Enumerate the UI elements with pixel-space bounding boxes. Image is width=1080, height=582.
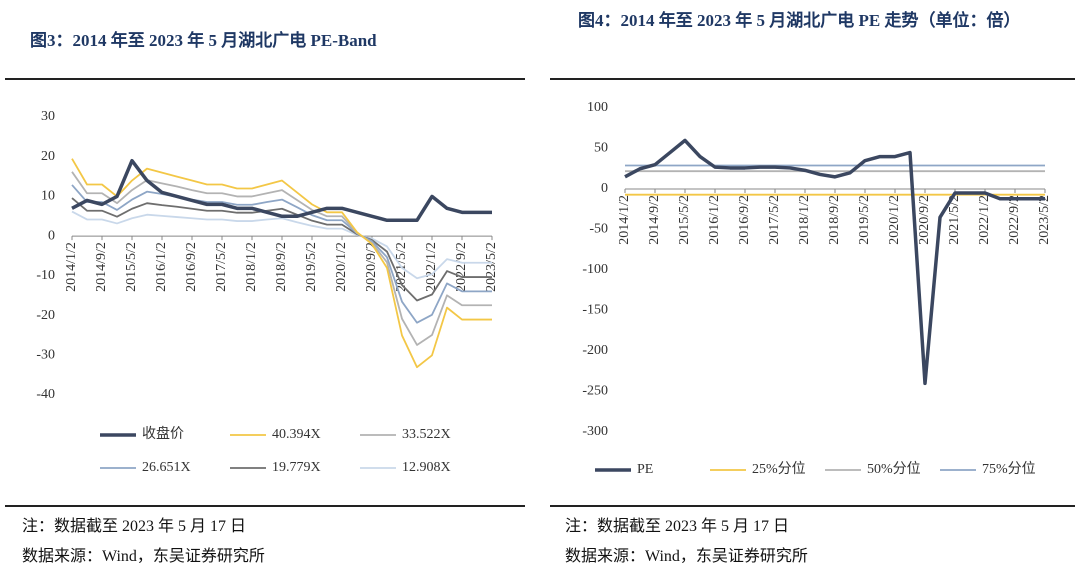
x-tick-label: 2023/5/2	[484, 242, 499, 292]
x-tick-label: 2020/1/2	[334, 242, 349, 292]
rule	[550, 505, 1075, 507]
x-tick-label: 2021/5/2	[947, 195, 962, 245]
series-line	[71, 210, 492, 280]
x-tick-label: 2018/1/2	[244, 242, 259, 292]
y-tick-label: -200	[582, 343, 608, 358]
legend-label: 50%分位	[867, 461, 921, 477]
y-tick-label: 20	[41, 149, 55, 164]
x-tick-label: 2022/9/2	[454, 242, 469, 292]
x-tick-label: 2023/5/2	[1037, 195, 1052, 245]
series-line	[71, 158, 492, 223]
x-tick-label: 2019/5/2	[304, 242, 319, 292]
y-tick-label: -100	[582, 262, 608, 277]
y-tick-label: -40	[36, 387, 55, 402]
x-tick-label: 2016/9/2	[184, 242, 199, 292]
y-tick-label: 30	[41, 109, 55, 124]
x-tick-label: 2020/9/2	[917, 195, 932, 245]
x-tick-label: 2020/9/2	[364, 242, 379, 292]
chart-title: 图3：2014 年至 2023 年 5 月湖北广电 PE-Band	[30, 31, 377, 50]
y-tick-label: -20	[36, 308, 55, 323]
source: 数据来源：Wind，东吴证券研究所	[22, 548, 265, 565]
y-tick-label: 10	[41, 189, 55, 204]
x-tick-label: 2019/5/2	[857, 195, 872, 245]
footnote: 注：数据截至 2023 年 5 月 17 日	[565, 518, 790, 535]
y-tick-label: -10	[36, 268, 55, 283]
x-tick-label: 2018/9/2	[827, 195, 842, 245]
y-tick-label: -300	[582, 424, 608, 439]
series-line	[71, 171, 492, 346]
x-tick-label: 2020/1/2	[887, 195, 902, 245]
legend-label: 33.522X	[402, 427, 451, 442]
footnote: 注：数据截至 2023 年 5 月 17 日	[22, 518, 247, 535]
chart-title: 图4：2014 年至 2023 年 5 月湖北广电 PE 走势（单位：倍）	[578, 11, 1021, 30]
y-tick-label: 50	[594, 141, 608, 156]
x-tick-label: 2014/9/2	[94, 242, 109, 292]
x-tick-label: 2018/9/2	[274, 242, 289, 292]
x-tick-label: 2014/1/2	[617, 195, 632, 245]
x-tick-label: 2022/1/2	[977, 195, 992, 245]
rule	[5, 78, 525, 80]
rule	[550, 78, 1075, 80]
legend-label: 26.651X	[142, 460, 191, 475]
x-tick-label: 2014/1/2	[64, 242, 79, 292]
x-tick-label: 2015/5/2	[677, 195, 692, 245]
chart: -40 -30 -20 -10 0 10 20 30 2014/1/2 2014/9/2 2015/…	[36, 109, 499, 475]
legend-label: 25%分位	[752, 461, 806, 477]
legend-label: 12.908X	[402, 460, 451, 475]
legend-label: 收盘价	[142, 425, 184, 442]
x-tick-label: 2016/1/2	[707, 195, 722, 245]
chart: -300 -250 -200 -150 -100 -50 0 50 100 2014/1/2 201…	[582, 100, 1052, 477]
source: 数据来源：Wind，东吴证券研究所	[565, 548, 808, 565]
y-tick-label: -150	[582, 303, 608, 318]
x-tick-label: 2016/9/2	[737, 195, 752, 245]
x-tick-label: 2022/9/2	[1007, 195, 1022, 245]
rule	[5, 505, 525, 507]
series-line	[624, 138, 1045, 386]
legend-label: 19.779X	[272, 460, 321, 475]
y-tick-label: 100	[587, 100, 608, 115]
x-tick-label: 2015/5/2	[124, 242, 139, 292]
x-tick-label: 2022/1/2	[424, 242, 439, 292]
y-tick-label: -30	[36, 348, 55, 363]
y-tick-label: 0	[601, 181, 608, 196]
legend-label: 75%分位	[982, 461, 1036, 477]
y-tick-label: -50	[589, 222, 608, 237]
y-tick-label: 0	[48, 228, 55, 243]
x-tick-label: 2017/5/2	[767, 195, 782, 245]
x-tick-label: 2016/1/2	[154, 242, 169, 292]
x-tick-label: 2014/9/2	[647, 195, 662, 245]
x-tick-label: 2017/5/2	[214, 242, 229, 292]
y-tick-label: -250	[582, 384, 608, 399]
legend-label: PE	[637, 462, 653, 477]
series-line	[71, 197, 492, 302]
series-line	[71, 184, 492, 324]
legend-label: 40.394X	[272, 427, 321, 442]
x-tick-label: 2018/1/2	[797, 195, 812, 245]
